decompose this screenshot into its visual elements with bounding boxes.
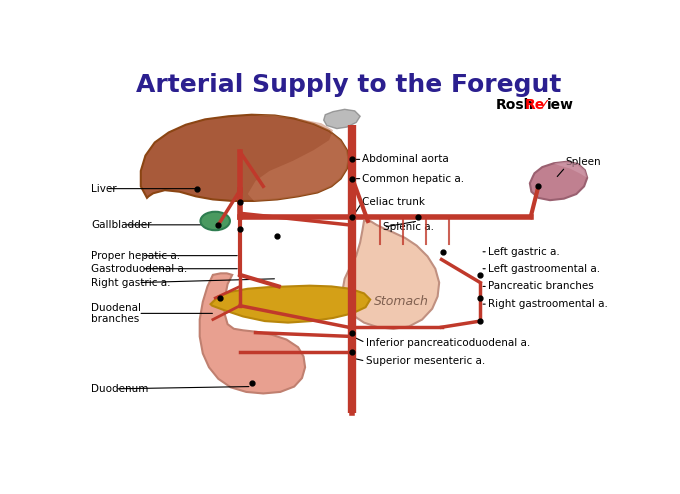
Text: Common hepatic a.: Common hepatic a. bbox=[362, 173, 464, 184]
Text: Right gastric a.: Right gastric a. bbox=[91, 278, 171, 288]
Text: Gastroduodenal a.: Gastroduodenal a. bbox=[91, 264, 188, 274]
Text: Duodenum: Duodenum bbox=[91, 384, 148, 394]
Text: Proper hepatic a.: Proper hepatic a. bbox=[91, 250, 180, 261]
Text: Rosh: Rosh bbox=[496, 98, 534, 112]
Text: Celiac trunk: Celiac trunk bbox=[362, 197, 426, 206]
Text: Left gastroomental a.: Left gastroomental a. bbox=[488, 264, 600, 274]
Text: Duodenal
branches: Duodenal branches bbox=[91, 303, 141, 324]
Text: Gallbladder: Gallbladder bbox=[91, 220, 152, 230]
Polygon shape bbox=[248, 115, 348, 201]
Text: Inferior pancreaticoduodenal a.: Inferior pancreaticoduodenal a. bbox=[366, 337, 530, 348]
Text: Pancreatic branches: Pancreatic branches bbox=[488, 282, 594, 291]
Polygon shape bbox=[211, 286, 370, 323]
Text: Pancreas: Pancreas bbox=[262, 298, 319, 311]
Text: Splenic a.: Splenic a. bbox=[384, 222, 435, 232]
Polygon shape bbox=[342, 221, 439, 329]
Text: Right gastroomental a.: Right gastroomental a. bbox=[488, 299, 608, 309]
Text: Left gastric a.: Left gastric a. bbox=[488, 247, 560, 257]
Text: Arterial Supply to the Foregut: Arterial Supply to the Foregut bbox=[136, 73, 561, 97]
Text: Abdominal aorta: Abdominal aorta bbox=[362, 155, 449, 165]
Polygon shape bbox=[554, 162, 588, 178]
Text: Spleen: Spleen bbox=[566, 157, 601, 166]
Ellipse shape bbox=[201, 212, 230, 230]
Text: Stomach: Stomach bbox=[374, 295, 428, 308]
Text: iew: iew bbox=[547, 98, 574, 112]
Text: ✓: ✓ bbox=[539, 98, 549, 111]
Polygon shape bbox=[200, 273, 305, 393]
Text: Superior mesenteric a.: Superior mesenteric a. bbox=[366, 356, 485, 366]
Polygon shape bbox=[324, 109, 360, 128]
Text: Liver: Liver bbox=[91, 184, 117, 194]
Text: Re: Re bbox=[525, 98, 545, 112]
Polygon shape bbox=[530, 162, 588, 200]
Polygon shape bbox=[141, 115, 348, 201]
